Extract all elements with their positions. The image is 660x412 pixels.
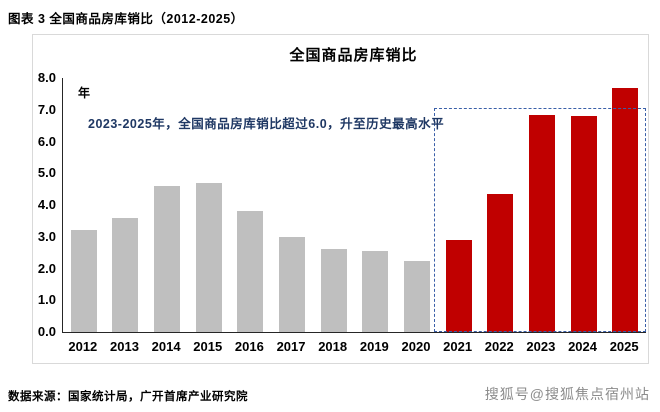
x-tick-label: 2021 [437, 338, 479, 356]
bar-2014 [154, 186, 180, 332]
x-tick-label: 2023 [520, 338, 562, 356]
x-tick-label: 2020 [395, 338, 437, 356]
x-tick-label: 2018 [312, 338, 354, 356]
x-tick-label: 2012 [62, 338, 104, 356]
watermark: 搜狐号@搜狐焦点宿州站 [485, 384, 650, 404]
bar-2016 [237, 211, 263, 332]
y-tick-label: 4.0 [0, 197, 56, 213]
chart-annotation: 2023-2025年，全国商品房库销比超过6.0，升至历史最高水平 [88, 113, 628, 132]
highlight-dashed-box [434, 108, 646, 332]
x-tick-label: 2019 [354, 338, 396, 356]
x-tick-label: 2022 [478, 338, 520, 356]
bar-2012 [71, 230, 97, 332]
bar-2015 [196, 183, 222, 332]
x-tick-label: 2015 [187, 338, 229, 356]
bar-2017 [279, 237, 305, 332]
y-tick-label: 8.0 [0, 70, 56, 86]
y-tick-label: 7.0 [0, 102, 56, 118]
bar-2018 [321, 249, 347, 332]
x-tick-label: 2017 [270, 338, 312, 356]
x-tick-label: 2016 [229, 338, 271, 356]
x-tick-label: 2025 [603, 338, 645, 356]
y-tick-label: 6.0 [0, 134, 56, 150]
x-tick-label: 2013 [104, 338, 146, 356]
y-tick-label: 1.0 [0, 292, 56, 308]
y-axis-tick-labels: 8.07.06.05.04.03.02.01.00.0 [0, 78, 56, 332]
bar-2019 [362, 251, 388, 332]
figure-caption: 图表 3 全国商品房库销比（2012-2025） [8, 8, 244, 27]
y-tick-label: 2.0 [0, 261, 56, 277]
y-tick-label: 0.0 [0, 324, 56, 340]
x-tick-label: 2024 [562, 338, 604, 356]
y-tick-label: 5.0 [0, 165, 56, 181]
y-tick-label: 3.0 [0, 229, 56, 245]
x-axis-tick-labels: 2012201320142015201620172018201920202021… [62, 338, 645, 356]
chart-title: 全国商品房库销比 [62, 44, 645, 65]
bar-2020 [404, 261, 430, 332]
data-source: 数据来源：国家统计局，广开首席产业研究院 [8, 388, 248, 404]
x-tick-label: 2014 [145, 338, 187, 356]
bar-2013 [112, 218, 138, 332]
